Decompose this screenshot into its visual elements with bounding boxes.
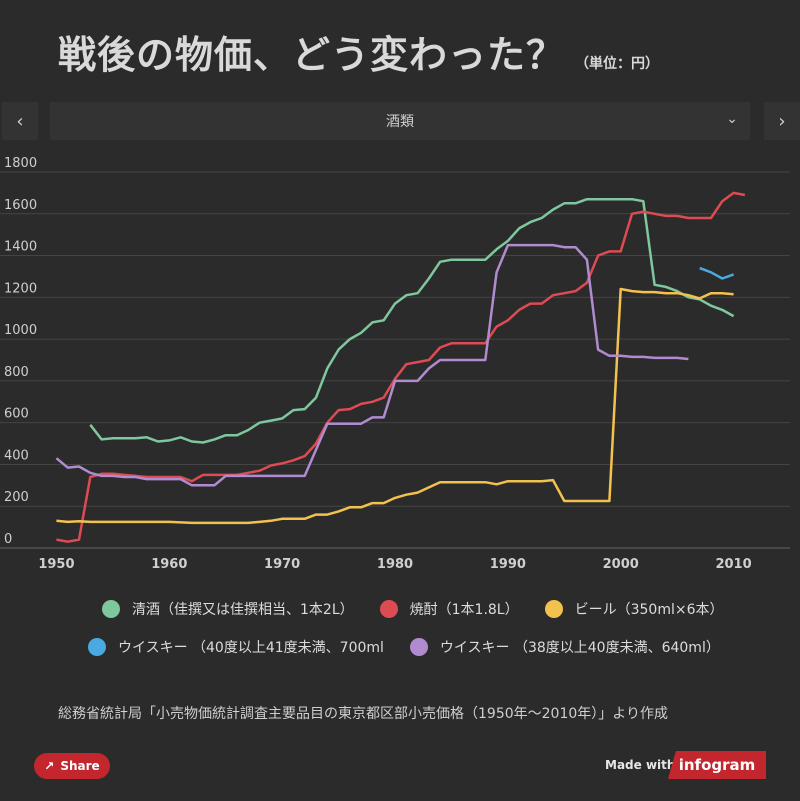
legend-item[interactable]: ビール（350ml×6本） (544, 599, 724, 619)
legend-item[interactable]: 焼酎（1本1.8L） (379, 599, 519, 619)
y-tick-label: 1600 (4, 198, 37, 213)
legend-label: 清酒（佳撰又は佳撰相当、1本2L） (132, 602, 354, 618)
legend-row: 清酒（佳撰又は佳撰相当、1本2L） 焼酎（1本1.8L） ビール（350ml×6本） (102, 599, 750, 619)
source-note: 総務省統計局「小売物価統計調査主要品目の東京都区部小売価格（1950年〜2010… (58, 706, 668, 722)
x-tick-label: 2010 (715, 557, 751, 572)
legend-label: 焼酎（1本1.8L） (409, 602, 519, 618)
share-button[interactable]: ↗ Share (34, 753, 110, 779)
legend-label: ビール（350ml×6本） (574, 602, 724, 618)
share-icon: ↗ (44, 759, 55, 773)
legend-dot-icon (379, 600, 398, 618)
x-tick-label: 1960 (151, 557, 187, 572)
dropdown-selected-value: 酒類 (386, 114, 414, 130)
legend-row: ウイスキー （40度以上41度未満、700ml ウイスキー （38度以上40度未満… (88, 637, 746, 657)
x-tick-label: 2000 (603, 557, 639, 572)
y-tick-label: 0 (4, 532, 12, 547)
legend-dot-icon (102, 600, 120, 618)
legend-item[interactable]: 清酒（佳撰又は佳撰相当、1本2L） (102, 599, 354, 619)
chevron-down-icon: ⌄ (726, 111, 738, 127)
legend-item[interactable]: ウイスキー （40度以上41度未満、700ml (88, 637, 384, 657)
next-button[interactable]: › (764, 102, 800, 140)
series-line-1 (89, 197, 735, 444)
y-tick-label: 800 (4, 365, 29, 380)
series-line-4 (699, 266, 735, 280)
chevron-left-icon: ‹ (16, 110, 24, 132)
y-tick-label: 200 (4, 490, 29, 505)
x-tick-label: 1970 (264, 557, 300, 572)
chevron-right-icon: › (778, 110, 786, 132)
y-tick-label: 1800 (4, 156, 37, 171)
y-tick-label: 400 (4, 448, 29, 463)
legend-dot-icon (88, 638, 106, 656)
x-tick-label: 1990 (490, 557, 526, 572)
made-with-label: Made with (605, 758, 676, 772)
series-line-2 (56, 191, 746, 543)
unit-label: （単位：円） (575, 56, 660, 72)
page-title: 戦後の物価、どう変わった？ (58, 33, 566, 77)
legend-item[interactable]: ウイスキー （38度以上40度未満、640ml） (409, 637, 720, 657)
y-tick-label: 1200 (4, 281, 37, 296)
share-label: Share (60, 759, 100, 773)
legend-label: ウイスキー （40度以上41度未満、700ml (118, 640, 384, 656)
title-bar: 戦後の物価、どう変わった？ （単位：円） (58, 24, 659, 79)
x-tick-label: 1980 (377, 557, 413, 572)
series-line-5 (55, 243, 689, 487)
x-tick-label: 1950 (38, 557, 74, 572)
price-line-chart: 0 200 400 600 800 1000 1200 1400 1600 1800 1950 196… (0, 156, 790, 572)
prev-button[interactable]: ‹ (2, 102, 38, 140)
legend-dot-icon (409, 638, 428, 656)
legend-dot-icon (544, 600, 563, 618)
series-line-3 (56, 287, 734, 525)
legend-label: ウイスキー （38度以上40度未満、640ml） (439, 640, 720, 656)
y-tick-label: 1000 (4, 323, 37, 338)
y-tick-label: 600 (4, 407, 29, 422)
infogram-logo[interactable]: infogram (668, 751, 766, 779)
category-dropdown[interactable]: 酒類 ⌄ (50, 102, 750, 140)
y-tick-label: 1400 (4, 240, 37, 255)
